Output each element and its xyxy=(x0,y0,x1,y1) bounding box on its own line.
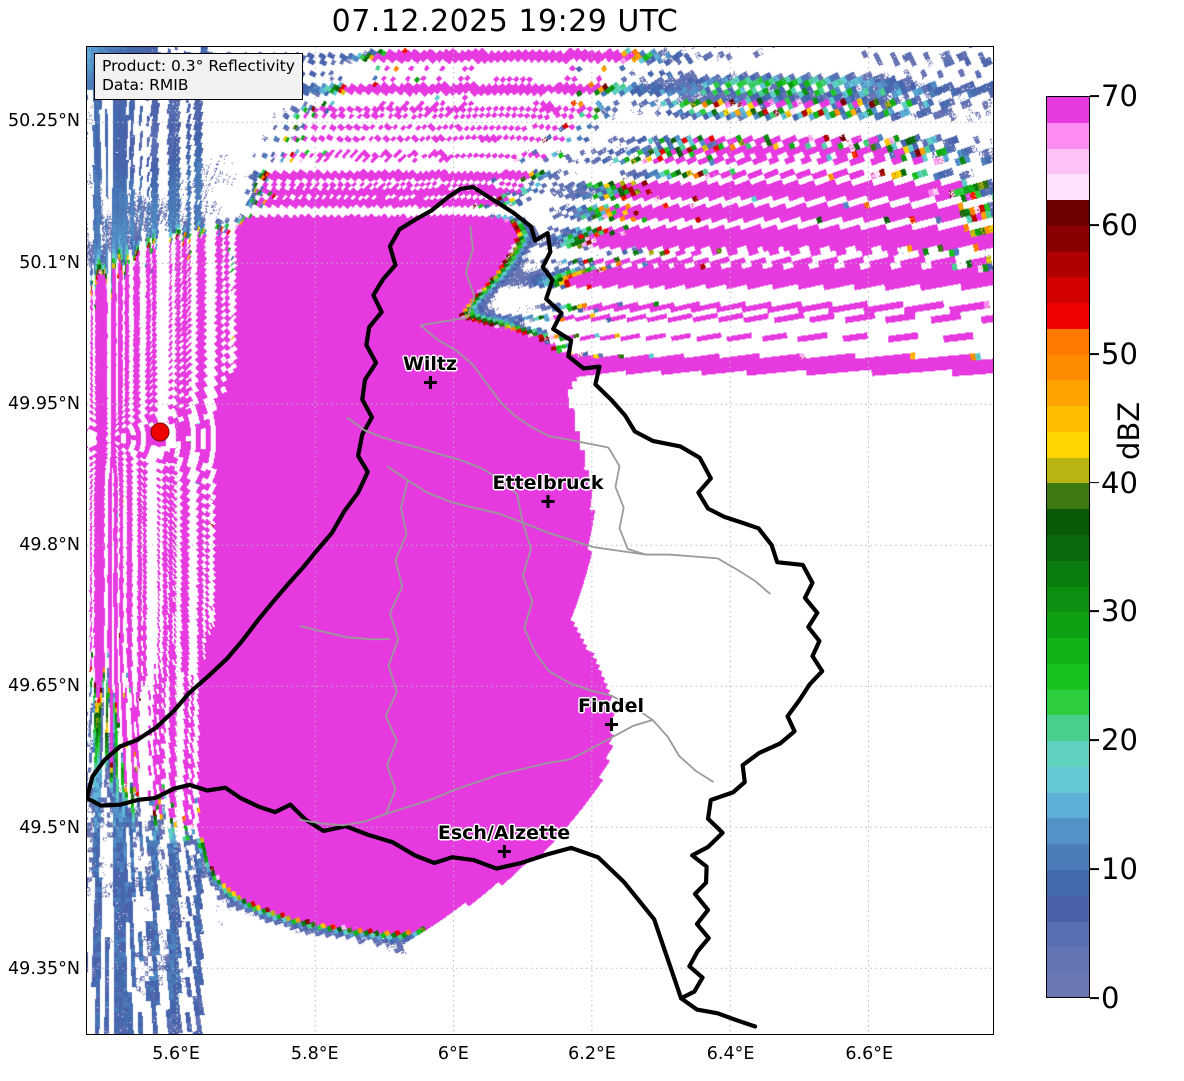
colorbar-band xyxy=(1047,921,1089,948)
radar-reflectivity-raster xyxy=(87,47,993,1034)
colorbar-band xyxy=(1047,200,1089,226)
colorbar-band xyxy=(1047,303,1089,329)
city-label-ettelbruck: Ettelbruck xyxy=(492,472,604,508)
colorbar-band xyxy=(1047,947,1089,974)
colorbar-band xyxy=(1047,792,1089,819)
regional-boundary xyxy=(385,719,654,815)
colorbar-band xyxy=(1047,277,1089,304)
city-label-esch-alzette: Esch/Alzette xyxy=(438,822,570,858)
colorbar-band xyxy=(1047,741,1089,767)
colorbar-tick-label: 10 xyxy=(1090,852,1138,886)
city-name: Findel xyxy=(577,695,645,717)
regional-boundary xyxy=(386,465,718,560)
regional-boundary xyxy=(299,625,390,641)
city-marker-icon xyxy=(497,845,511,858)
regional-boundary xyxy=(607,447,647,556)
y-tick-label: 49.95°N xyxy=(8,393,80,414)
colorbar-band xyxy=(1047,766,1089,793)
colorbar-band xyxy=(1047,97,1089,123)
y-tick-label: 49.8°N xyxy=(19,535,80,556)
regional-boundary xyxy=(346,416,524,523)
colorbar-band xyxy=(1047,638,1089,664)
city-name: Esch/Alzette xyxy=(437,822,571,844)
x-tick-label: 6.4°E xyxy=(706,1044,755,1064)
city-label-wiltz: Wiltz xyxy=(403,353,457,389)
colorbar-tick-label: 60 xyxy=(1090,208,1138,242)
city-marker-icon xyxy=(423,376,437,389)
x-tick-label: 6.6°E xyxy=(845,1044,894,1064)
colorbar-band xyxy=(1047,663,1089,690)
y-tick-label: 49.65°N xyxy=(8,676,80,697)
regional-boundary xyxy=(420,225,476,327)
x-tick-label: 5.8°E xyxy=(290,1044,339,1064)
colorbar-band xyxy=(1047,689,1089,716)
colorbar-tick-label: 30 xyxy=(1090,594,1138,628)
page-title: 07.12.2025 19:29 UTC xyxy=(331,4,679,39)
national-border-france-germany xyxy=(678,996,758,1029)
radar-site-marker xyxy=(150,422,170,442)
colorbar-band xyxy=(1047,406,1089,432)
colorbar-band xyxy=(1047,844,1089,870)
product-line: Product: 0.3° Reflectivity xyxy=(102,57,295,75)
colorbar-band xyxy=(1047,560,1089,587)
y-tick-label: 49.35°N xyxy=(8,959,80,980)
city-name: Ettelbruck xyxy=(492,472,604,494)
city-name: Wiltz xyxy=(402,353,458,375)
x-tick-label: 5.6°E xyxy=(152,1044,200,1064)
colorbar-tick-label: 50 xyxy=(1090,337,1138,371)
x-tick-label: 6.2°E xyxy=(568,1044,616,1064)
colorbar-gradient xyxy=(1046,96,1090,998)
colorbar-band xyxy=(1047,457,1089,484)
y-tick-label: 50.25°N xyxy=(8,111,80,132)
colorbar-band xyxy=(1047,354,1089,381)
city-label-findel: Findel xyxy=(578,695,644,731)
colorbar-band xyxy=(1047,509,1089,536)
map-vector-overlay xyxy=(87,47,993,1034)
radar-map-panel[interactable]: Product: 0.3° Reflectivity Data: RMIB Wi… xyxy=(86,46,994,1035)
colorbar-tick-label: 70 xyxy=(1090,79,1138,113)
colorbar-band xyxy=(1047,328,1089,355)
y-tick-label: 50.1°N xyxy=(19,252,80,273)
colorbar-band xyxy=(1047,973,1089,997)
product-info-box: Product: 0.3° Reflectivity Data: RMIB xyxy=(94,53,303,100)
colorbar-band xyxy=(1047,483,1089,510)
colorbar-band xyxy=(1047,895,1089,922)
colorbar-tick-label: 0 xyxy=(1090,981,1119,1015)
colorbar-band xyxy=(1047,818,1089,845)
regional-boundary xyxy=(419,324,609,449)
colorbar-band xyxy=(1047,122,1089,149)
colorbar-band xyxy=(1047,586,1089,613)
regional-boundary xyxy=(298,813,387,827)
colorbar-band xyxy=(1047,869,1089,896)
x-tick-label: 6°E xyxy=(437,1044,469,1064)
data-source-line: Data: RMIB xyxy=(102,75,189,94)
colorbar-band xyxy=(1047,148,1089,175)
city-marker-icon xyxy=(604,718,618,731)
national-border-luxembourg xyxy=(87,184,825,1001)
colorbar-band xyxy=(1047,225,1089,252)
colorbar-band xyxy=(1047,251,1089,278)
y-tick-label: 49.5°N xyxy=(19,817,80,838)
city-marker-icon xyxy=(541,495,555,508)
colorbar-band xyxy=(1047,612,1089,639)
colorbar-band xyxy=(1047,380,1089,407)
regional-boundary xyxy=(521,522,715,783)
colorbar-axis-label: dBZ xyxy=(1112,401,1146,460)
colorbar-band xyxy=(1047,431,1089,458)
colorbar-tick-label: 40 xyxy=(1090,466,1138,500)
colorbar-band xyxy=(1047,174,1089,201)
regional-boundary xyxy=(384,480,409,815)
colorbar-tick-label: 20 xyxy=(1090,723,1138,757)
colorbar-band xyxy=(1047,715,1089,742)
regional-boundary xyxy=(717,557,771,595)
colorbar-band xyxy=(1047,535,1089,561)
colorbar[interactable]: 0 10 20 30 40 50 60 70 xyxy=(1046,79,1138,1015)
